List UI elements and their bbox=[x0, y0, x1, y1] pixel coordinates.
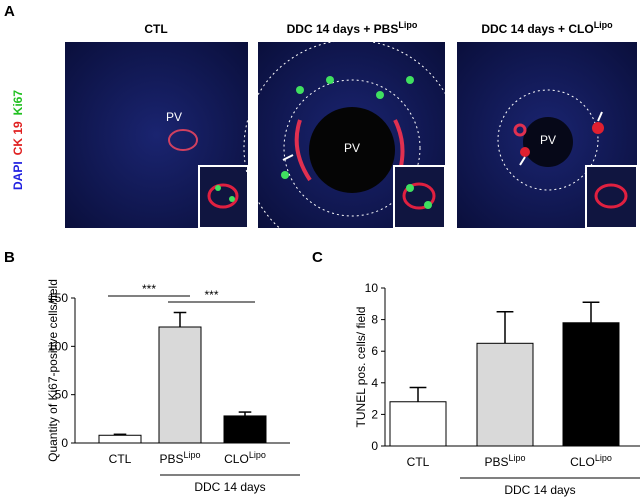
significance-label: *** bbox=[204, 288, 218, 302]
column-title: DDC 14 days + PBSLipo bbox=[287, 20, 418, 36]
column-title: CTL bbox=[144, 22, 167, 36]
y-tick-label: 4 bbox=[371, 376, 378, 390]
pv-label: PV bbox=[166, 110, 182, 124]
x-tick-label: CTL bbox=[109, 452, 132, 466]
superscript: Lipo bbox=[184, 450, 201, 460]
y-tick-label: 100 bbox=[48, 339, 68, 353]
micrograph bbox=[65, 42, 249, 229]
superscript: Lipo bbox=[509, 453, 526, 463]
y-tick-label: 0 bbox=[371, 439, 378, 453]
panel-label: C bbox=[312, 249, 323, 266]
x-tick-label: CTL bbox=[407, 455, 430, 469]
y-tick-label: 10 bbox=[365, 281, 379, 295]
pv-label: PV bbox=[540, 133, 556, 147]
x-tick-label: CLOLipo bbox=[570, 453, 612, 469]
superscript: Lipo bbox=[249, 450, 266, 460]
column-title: DDC 14 days + CLOLipo bbox=[481, 20, 613, 36]
pv-label: PV bbox=[344, 141, 360, 155]
bar bbox=[158, 326, 202, 444]
category: CTL bbox=[407, 455, 430, 469]
category: CTL bbox=[109, 452, 132, 466]
group-label: DDC 14 days bbox=[504, 483, 575, 497]
title-text: CTL bbox=[144, 22, 167, 36]
micrograph bbox=[457, 42, 638, 229]
stain-text: Ki67 bbox=[11, 90, 25, 116]
y-tick-label: 50 bbox=[55, 388, 69, 402]
category: CLO bbox=[570, 455, 595, 469]
category: CLO bbox=[224, 452, 249, 466]
y-tick-label: 2 bbox=[371, 407, 378, 421]
title-text: DDC 14 days + CLO bbox=[481, 22, 593, 36]
bar bbox=[476, 342, 534, 447]
y-tick-label: 0 bbox=[61, 436, 68, 450]
category: PBS bbox=[159, 452, 183, 466]
x-tick-label: PBSLipo bbox=[484, 453, 525, 469]
stain-text: CK 19 bbox=[11, 121, 25, 155]
bar bbox=[562, 322, 620, 447]
y-axis-label: Quantity of Ki67-positive cells/field bbox=[46, 279, 60, 462]
y-axis-label: TUNEL pos. cells/ field bbox=[354, 307, 368, 428]
bar bbox=[98, 434, 142, 444]
bar bbox=[389, 401, 447, 447]
title-text: DDC 14 days + PBS bbox=[287, 22, 399, 36]
stain-label: DAPI CK 19 Ki67 bbox=[11, 90, 25, 190]
y-tick-label: 6 bbox=[371, 344, 378, 358]
panel-label: B bbox=[4, 249, 15, 266]
category: PBS bbox=[484, 455, 508, 469]
x-tick-label: CLOLipo bbox=[224, 450, 266, 466]
significance-label: *** bbox=[142, 282, 156, 296]
x-tick-label: PBSLipo bbox=[159, 450, 200, 466]
y-tick-label: 150 bbox=[48, 291, 68, 305]
y-tick-label: 8 bbox=[371, 313, 378, 327]
panel-label: A bbox=[4, 3, 15, 20]
stain-text: DAPI bbox=[11, 161, 25, 190]
superscript: Lipo bbox=[595, 453, 612, 463]
group-label: DDC 14 days bbox=[194, 480, 265, 494]
superscript: Lipo bbox=[398, 20, 417, 30]
superscript: Lipo bbox=[594, 20, 613, 30]
bar bbox=[223, 415, 267, 444]
